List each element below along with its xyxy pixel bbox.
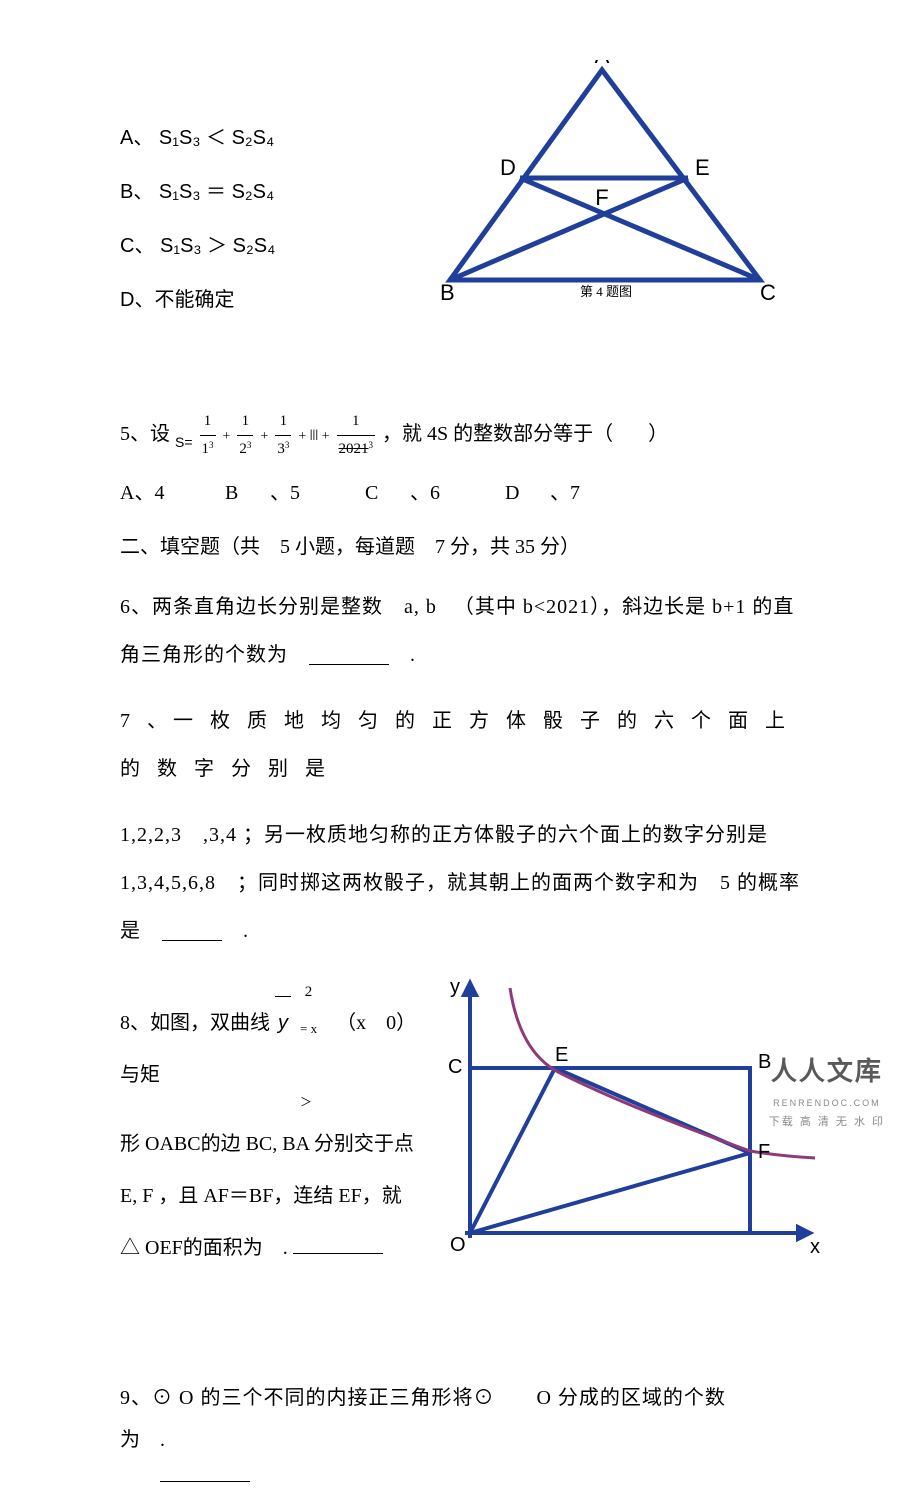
watermark: 人人文库 RENRENDOC.COM 下载 高 清 无 水 印: [769, 1048, 885, 1133]
q7a: 7 、一 枚 质 地 均 匀 的 正 方 体 骰 子 的 六 个 面 上 的 数…: [120, 697, 810, 793]
q4-opt-b: B、 S₁S₃ ＝ S₂S₄: [120, 181, 274, 203]
svg-text:F: F: [595, 185, 608, 210]
q8-figure: y x O C E B F: [420, 973, 820, 1265]
section-2-title: 二、填空题（共 5 小题，每道题 7 分，共 35 分）: [120, 529, 810, 565]
svg-text:D: D: [500, 155, 516, 180]
svg-text:B: B: [440, 280, 455, 305]
svg-text:y: y: [450, 976, 460, 998]
svg-text:E: E: [695, 155, 710, 180]
q5-options: A、4 B 、5 C 、6 D 、7: [120, 475, 810, 511]
svg-text:C: C: [760, 280, 776, 305]
q5-tail: ，就 4S 的整数部分等于（: [382, 423, 613, 445]
svg-text:C: C: [448, 1056, 462, 1078]
q5-lead: 5、设: [120, 423, 170, 445]
q6: 6、两条直角边长分别是整数 a, b （其中 b<2021），斜边长是 b+1 …: [120, 583, 810, 679]
svg-text:x: x: [810, 1236, 820, 1253]
q9c: 为 .: [120, 1422, 810, 1458]
svg-text:A: A: [595, 60, 610, 68]
q9: 9、⊙ O 的三个不同的内接正三角形将⊙ O 分成的区域的个数: [120, 1374, 810, 1422]
q4-opt-c: C、 S₁S₃ ＞ S₂S₄: [120, 235, 275, 257]
q4-caption: 第 4 题图: [580, 280, 632, 303]
q4-opt-a: A、 S₁S₃ ＜ S₂S₄: [120, 127, 274, 149]
q4-figure: A B C D E F 第 4 题图: [430, 60, 790, 320]
svg-text:O: O: [450, 1234, 466, 1253]
q7b: 1,2,2,3 ,3,4 ；另一枚质地匀称的正方体骰子的六个面上的数字分别是 1…: [120, 811, 810, 955]
svg-text:E: E: [555, 1044, 568, 1066]
q4-opt-d: D、不能确定: [120, 289, 234, 311]
q8-text: 8、如图，双曲线 y 2 = x （x 0）与矩 ＞ 形 OABC的边 BC, …: [120, 973, 420, 1274]
svg-text:F: F: [758, 1141, 770, 1163]
